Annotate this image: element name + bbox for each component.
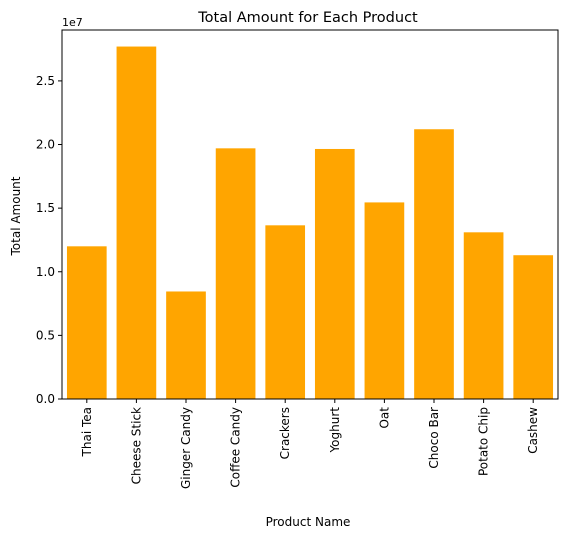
y-tick-label: 0.0	[36, 392, 55, 406]
x-tick-label: Coffee Candy	[229, 407, 243, 488]
y-tick-label: 1.5	[36, 201, 55, 215]
x-tick-label: Crackers	[278, 407, 292, 459]
x-tick-label: Cashew	[526, 407, 540, 454]
bars-group	[66, 46, 554, 399]
x-ticks-group: Thai Tea Cheese Stick Ginger Candy Coffee C…	[80, 399, 540, 489]
y-tick-label: 1.0	[36, 265, 55, 279]
y-tick-label: 0.5	[36, 328, 55, 342]
x-tick-label: Yoghurt	[328, 407, 342, 454]
bar-oat	[364, 202, 405, 399]
x-tick-label: Oat	[377, 407, 391, 429]
bar-choco-bar	[414, 129, 454, 399]
y-axis-label: Total Amount	[9, 176, 23, 256]
x-tick-label: Thai Tea	[80, 407, 94, 457]
x-tick-label: Cheese Stick	[129, 407, 143, 484]
x-tick-label: Choco Bar	[427, 407, 441, 469]
y-tick-label: 2.0	[36, 138, 55, 152]
plot-frame	[61, 29, 559, 400]
bar-thai-tea	[66, 246, 107, 399]
bar-cashew	[513, 255, 554, 399]
bar-ginger-candy	[166, 291, 206, 399]
bar-cheese-stick	[116, 46, 157, 399]
bar-yoghurt	[314, 148, 355, 399]
y-tick-label: 2.5	[36, 74, 55, 88]
y-ticks-group: 0.0 0.5 1.0 1.5 2.0 2.5	[36, 74, 62, 406]
bar-coffee-candy	[215, 148, 256, 399]
bar-potato-chip	[463, 232, 504, 399]
x-axis-label: Product Name	[266, 515, 351, 529]
y-axis-offset-label: 1e7	[62, 16, 83, 29]
x-tick-label: Ginger Candy	[179, 407, 193, 489]
bar-crackers	[265, 225, 306, 399]
chart-title: Total Amount for Each Product	[197, 10, 418, 26]
x-tick-label: Potato Chip	[477, 407, 491, 476]
